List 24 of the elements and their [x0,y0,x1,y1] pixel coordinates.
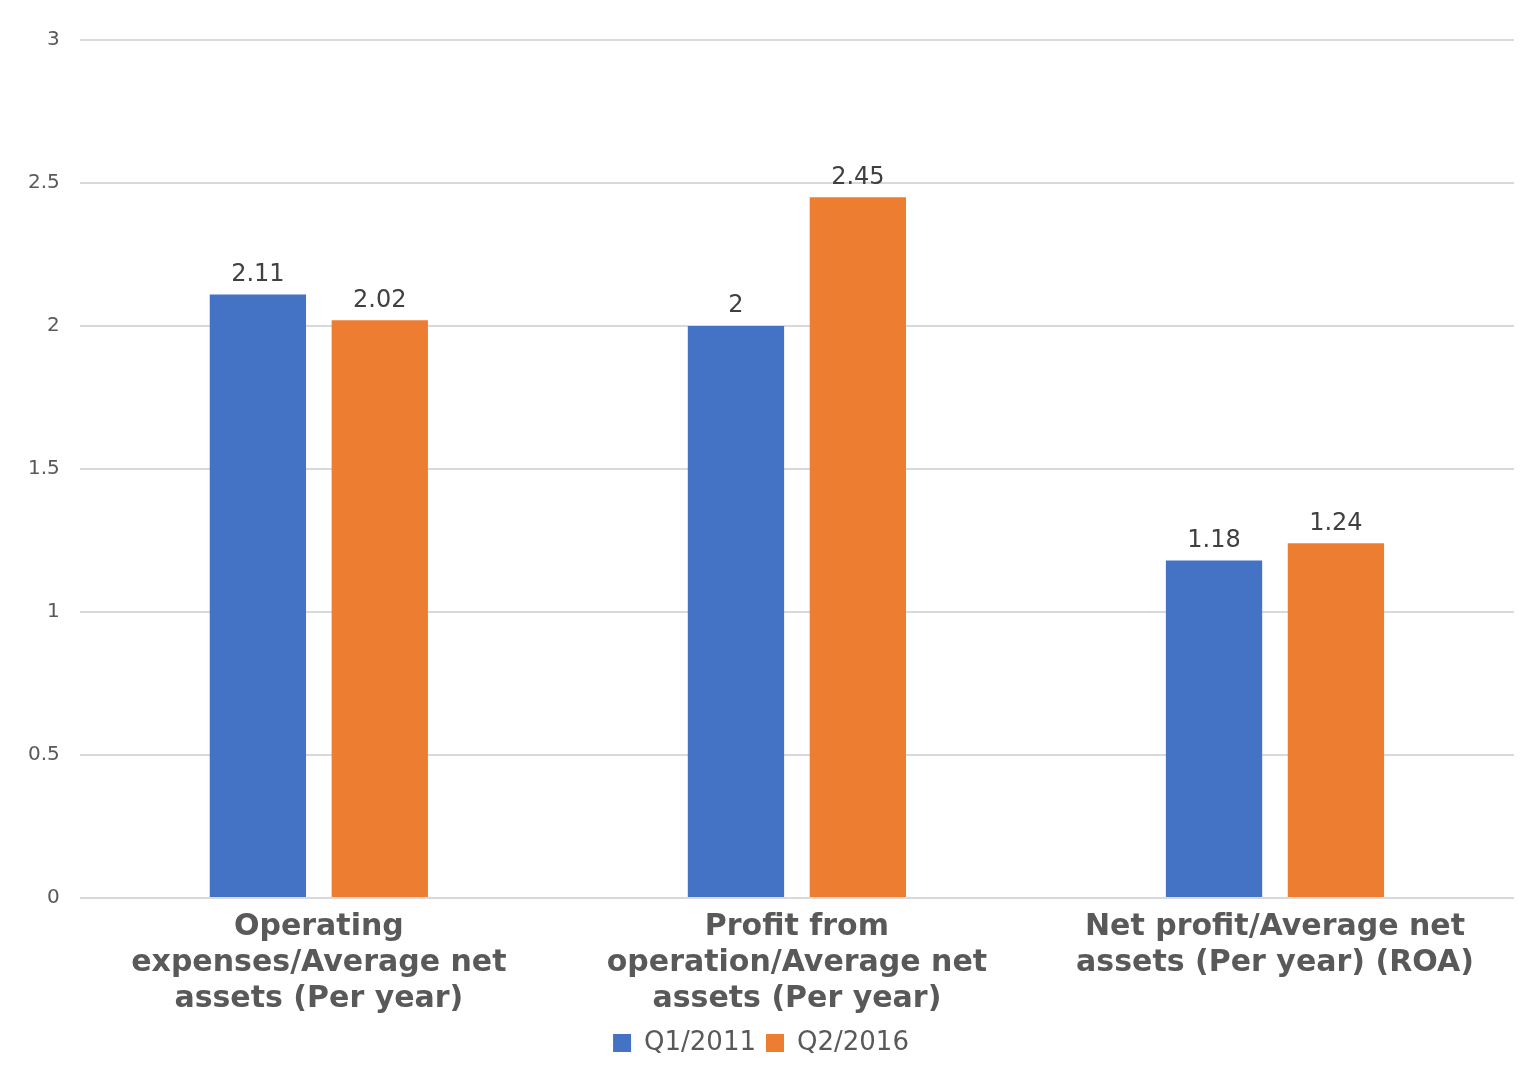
y-tick-label: 0 [47,884,60,909]
y-tick-label: 0.5 [27,741,60,766]
data-label: 2 [728,290,744,319]
bar [687,326,785,897]
data-label: 1.18 [1187,524,1241,553]
bar [1287,543,1385,897]
y-tick-label: 2 [47,312,60,337]
x-tick-label: Net profit/Average net assets (Per year) (ROA) [1076,906,1474,978]
y-tick-label: 3 [47,26,60,51]
data-label: 2.02 [353,284,407,313]
legend-label: Q2/2016 [797,1025,909,1056]
y-tick-label: 1.5 [27,455,60,480]
y-tick-label: 1 [47,598,60,623]
legend-label: Q1/2011 [644,1025,756,1056]
bar [1165,560,1263,897]
data-label: 1.24 [1309,507,1363,536]
data-label: 2.11 [231,258,285,287]
y-tick-label: 2.5 [27,169,60,194]
bar [331,320,428,897]
x-tick-label: Profit from operation/Average net assets (Per year) [606,906,988,1014]
data-label: 2.45 [831,161,885,190]
bar [809,197,907,897]
bar [209,294,307,897]
x-tick-label: Operating expenses/Average net assets (Per year) [131,906,507,1014]
